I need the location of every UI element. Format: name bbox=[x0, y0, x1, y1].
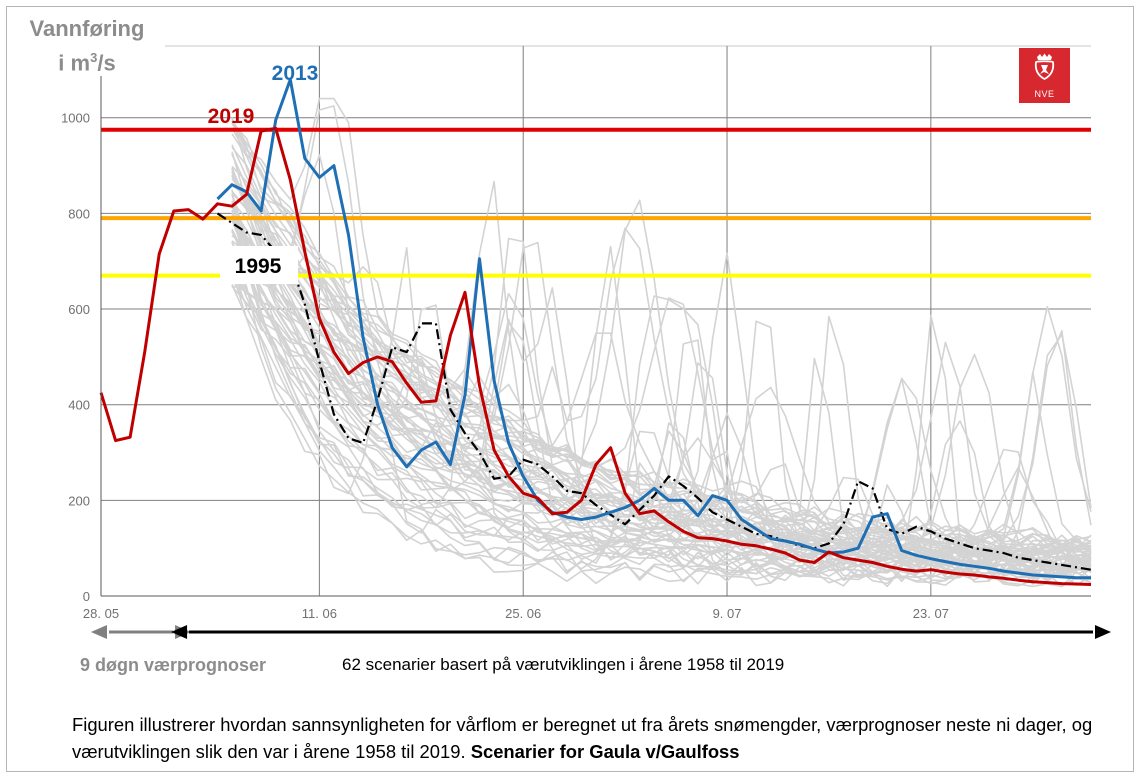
scenario-line bbox=[231, 267, 1092, 588]
x-tick-label-0: 28. 05 bbox=[83, 606, 119, 621]
year-labels: 2019 2013 1995 bbox=[208, 62, 319, 284]
scenario-line bbox=[231, 122, 1092, 551]
figure-caption: Figuren illustrerer hvordan sannsynlighe… bbox=[72, 711, 1132, 765]
scenario-line bbox=[231, 201, 1092, 588]
timeline-arrows bbox=[91, 625, 1111, 639]
chart-frame bbox=[6, 6, 1134, 772]
y-axis-title-line2: i m3/s bbox=[22, 43, 152, 77]
scenario-line bbox=[231, 118, 1092, 575]
scenario-line bbox=[231, 263, 1092, 571]
scenario-line bbox=[231, 284, 1092, 572]
series-line-1995 bbox=[216, 212, 1092, 571]
timeline-arrow-1 bbox=[171, 625, 1111, 639]
y-axis-title-line1: Vannføring bbox=[29, 16, 145, 41]
y-axis-title: Vannføring i m3/s bbox=[22, 14, 152, 77]
y-axis-title-unit-sup: 3 bbox=[90, 50, 98, 65]
highlight-series bbox=[99, 78, 1092, 586]
logo-text: NVE bbox=[1034, 89, 1055, 99]
scenario-line bbox=[231, 97, 1092, 566]
label-1995-background bbox=[220, 246, 298, 284]
x-tick-label-4: 23. 07 bbox=[913, 606, 949, 621]
y-axis-title-unit-base: i m bbox=[58, 50, 91, 76]
x-tick-label-3: 9. 07 bbox=[713, 606, 742, 621]
scenario-line bbox=[231, 174, 1092, 542]
scenario-line bbox=[231, 133, 1092, 573]
series-label-2013: 2013 bbox=[272, 62, 319, 85]
arrow-head-left bbox=[171, 625, 188, 639]
y-tick-label-1000: 1000 bbox=[61, 111, 90, 126]
scenario-lines bbox=[231, 97, 1092, 588]
scenario-line bbox=[231, 278, 1092, 561]
scenario-line bbox=[231, 120, 1092, 575]
y-tick-label-0: 0 bbox=[83, 589, 90, 604]
nve-logo: NVE bbox=[1019, 48, 1070, 103]
series-line-2013 bbox=[216, 78, 1091, 580]
x-tick-label-2: 25. 06 bbox=[505, 606, 541, 621]
forecast-note: 9 døgn værprognoser bbox=[80, 655, 267, 675]
y-axis-title-unit-end: /s bbox=[97, 50, 116, 76]
x-tick-label-1: 11. 06 bbox=[302, 606, 337, 621]
scenario-line bbox=[231, 167, 1092, 563]
caption-main: Figuren illustrerer hvordan sannsynlighe… bbox=[72, 714, 1093, 762]
y-tick-label-400: 400 bbox=[68, 398, 90, 413]
caption-bold: Scenarier for Gaula v/Gaulfoss bbox=[470, 741, 740, 762]
y-tick-label-800: 800 bbox=[68, 206, 90, 221]
scenario-line bbox=[231, 209, 1092, 585]
axes: 0 200 400 600 800 1000 28. 05 11. 06 25. 06 9. 07… bbox=[61, 76, 1091, 621]
scenario-line bbox=[231, 209, 1092, 568]
scenario-line bbox=[231, 216, 1092, 572]
arrow-head-left bbox=[91, 625, 107, 639]
series-label-1995: 1995 bbox=[235, 255, 282, 278]
scenario-line bbox=[231, 200, 1092, 579]
scenario-note: 62 scenarier basert på værutviklingen i … bbox=[342, 655, 785, 674]
series-line-2019 bbox=[99, 126, 1092, 586]
series-label-2019: 2019 bbox=[208, 105, 255, 128]
y-tick-label-600: 600 bbox=[68, 302, 90, 317]
y-tick-label-200: 200 bbox=[68, 493, 90, 508]
lion-crest-icon bbox=[1034, 53, 1055, 81]
scenario-line bbox=[231, 190, 1092, 550]
arrow-head-right bbox=[1095, 625, 1111, 639]
